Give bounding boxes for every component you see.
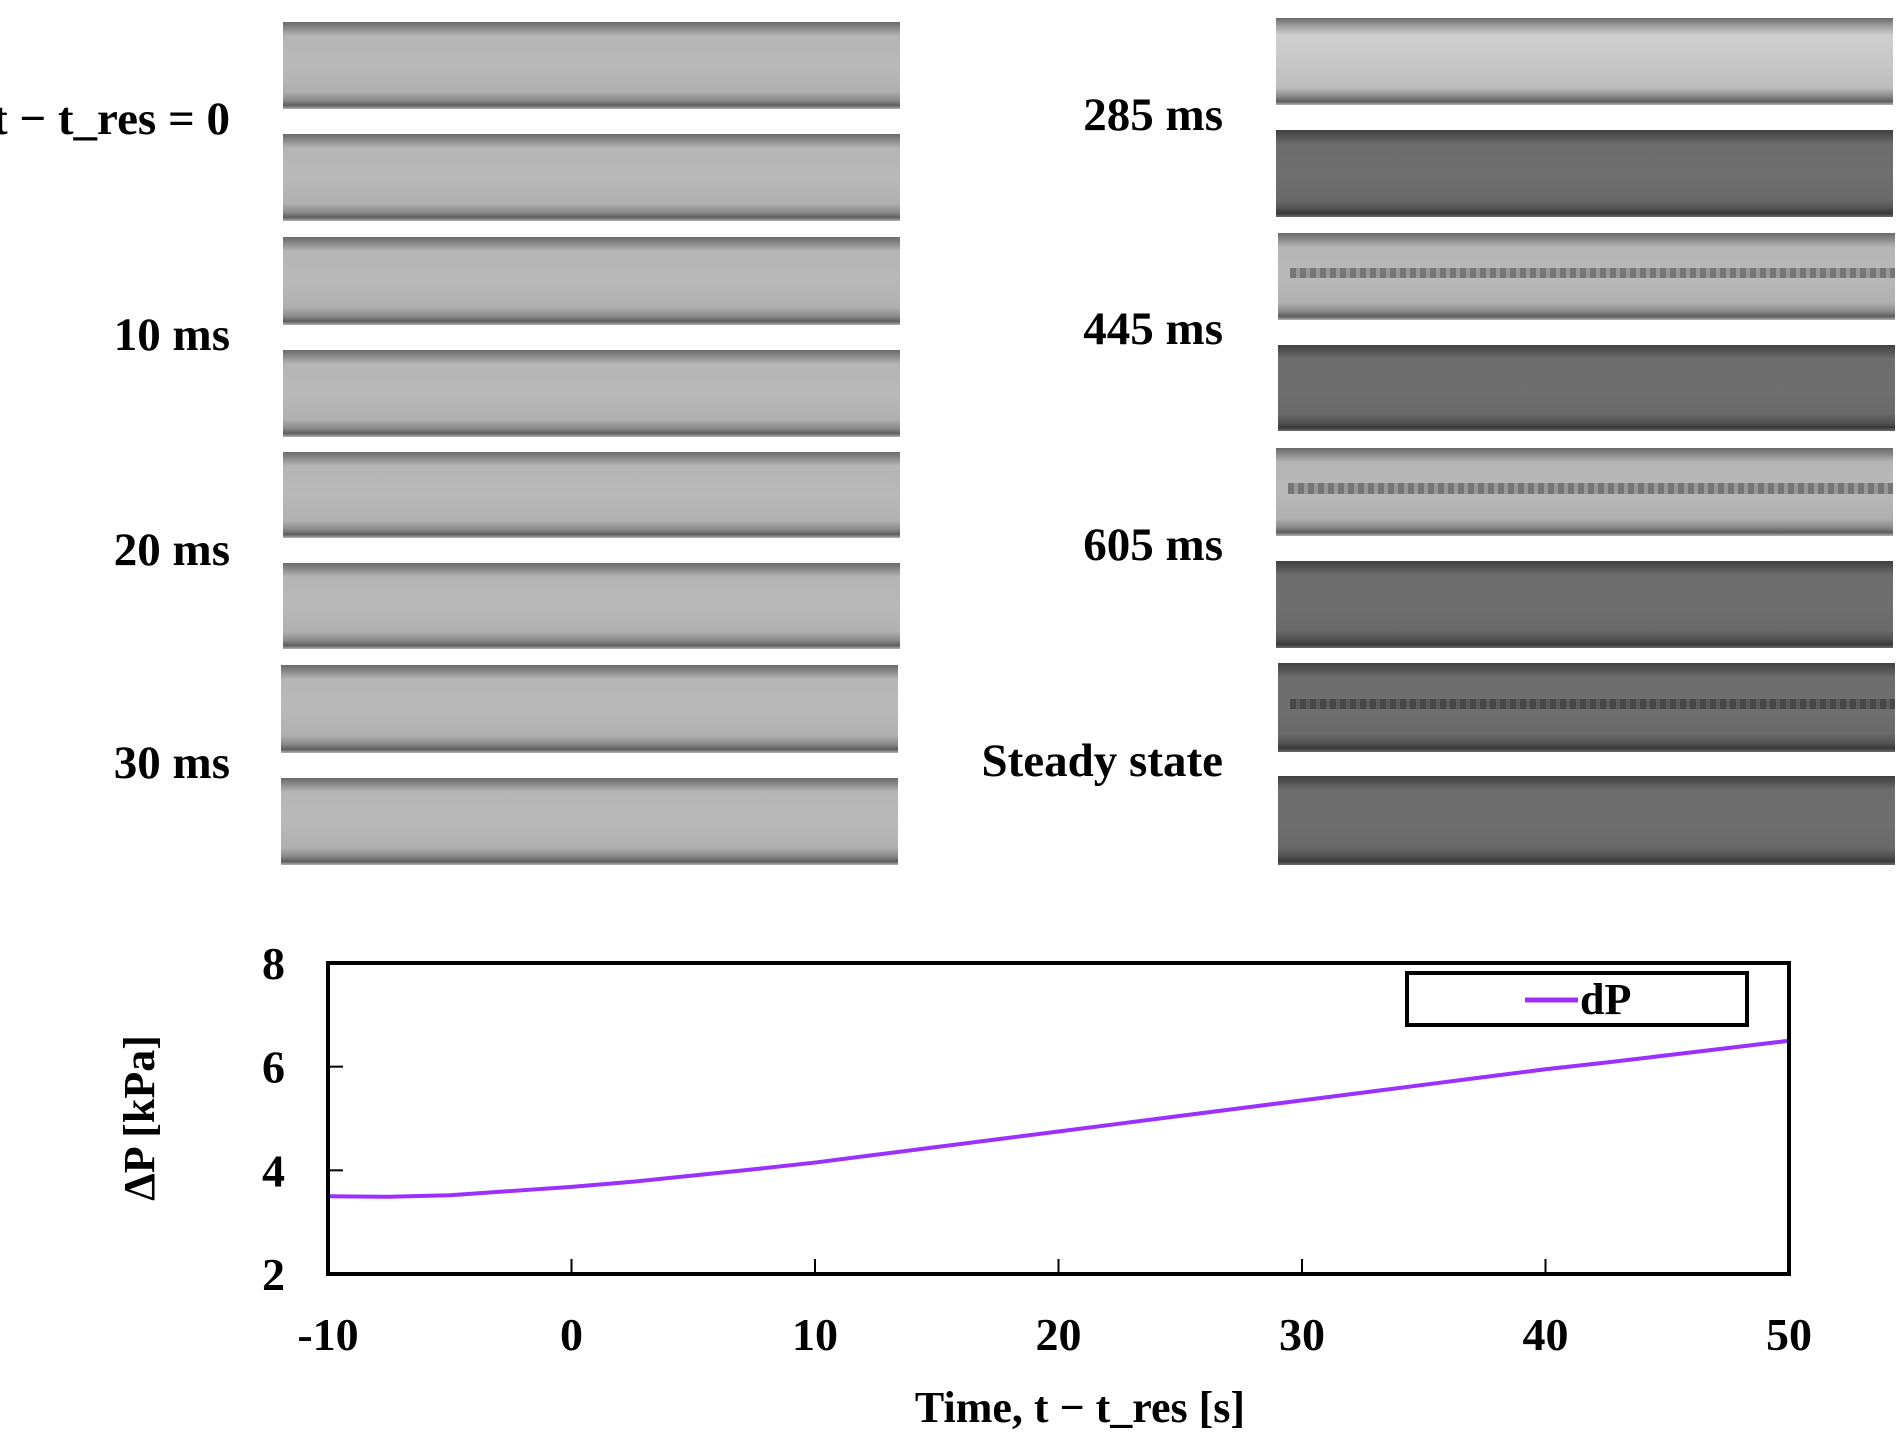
label-30ms: 30 ms (113, 737, 230, 789)
y-axis-label: ΔP [kPa] (115, 1035, 164, 1201)
x-tick-label: 30 (1279, 1309, 1325, 1360)
plot-frame (326, 961, 1791, 1276)
label-285ms: 285 ms (1083, 89, 1223, 141)
x-tick-label: 0 (560, 1309, 583, 1360)
x-tick-label: -10 (297, 1309, 358, 1360)
label-20ms: 20 ms (113, 524, 230, 576)
y-tick-label: 2 (262, 1249, 285, 1300)
x-tick-label: 20 (1036, 1309, 1082, 1360)
x-tick-label: 40 (1523, 1309, 1569, 1360)
y-tick-label: 6 (262, 1042, 285, 1093)
frame-605ms (1276, 448, 1894, 649)
label-steady-state: Steady state (981, 735, 1224, 787)
frame-steady-state (1278, 663, 1896, 866)
frame-30ms (281, 665, 898, 866)
series-dP-line (327, 1038, 1790, 1199)
label-445ms: 445 ms (1083, 303, 1223, 355)
legend: dP (1405, 971, 1749, 1027)
y-tick-label: 4 (262, 1145, 285, 1196)
frame-t0 (283, 22, 900, 222)
x-tick-label: 10 (792, 1309, 838, 1360)
frame-10ms (283, 237, 900, 438)
label-10ms: 10 ms (113, 309, 230, 361)
frame-445ms (1278, 233, 1896, 432)
y-tick-label: 8 (262, 938, 285, 989)
legend-label: dP (1580, 975, 1631, 1024)
label-t0: t − t_res = 0 (0, 93, 230, 145)
x-axis-label: Time, t − t_res [s] (915, 1383, 1245, 1432)
x-tick-label: 50 (1766, 1309, 1812, 1360)
frame-20ms (283, 452, 900, 650)
label-605ms: 605 ms (1083, 519, 1223, 571)
frame-285ms (1276, 18, 1893, 218)
